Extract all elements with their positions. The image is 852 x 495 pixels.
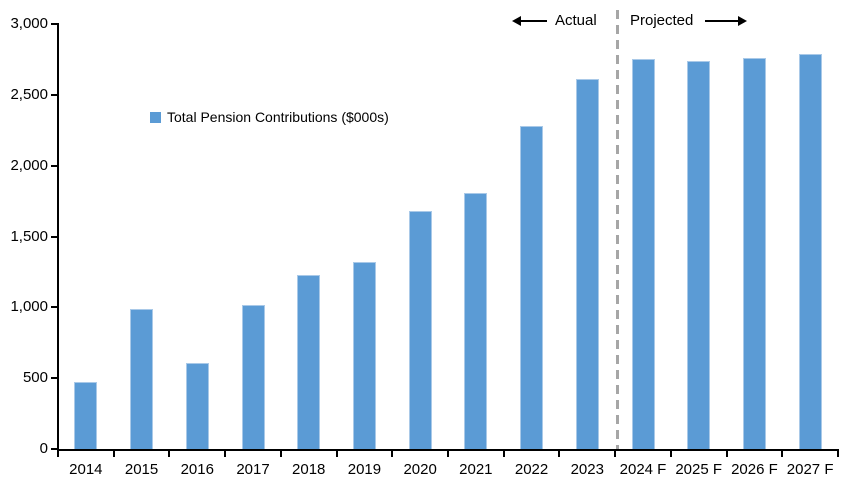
bar-2025 F — [687, 60, 711, 449]
legend: Total Pension Contributions ($000s) — [150, 108, 389, 126]
x-axis-label-2017: 2017 — [236, 461, 270, 478]
y-axis-tick — [51, 23, 57, 25]
bar-2017 — [241, 304, 265, 449]
y-axis-tick-label: 500 — [22, 369, 48, 387]
bar-2027 F — [798, 53, 822, 449]
x-axis-tick — [669, 451, 672, 457]
x-axis-label-2024-F: 2024 F — [619, 461, 667, 478]
x-axis-label-2016: 2016 — [180, 461, 214, 478]
x-axis-label-2018: 2018 — [292, 461, 326, 478]
bar-2026 F — [742, 58, 766, 449]
bar-2024 F — [631, 59, 655, 449]
legend-swatch-icon — [150, 111, 161, 123]
y-axis-tick — [51, 448, 57, 450]
x-axis-tick — [57, 451, 59, 457]
y-axis-tick-label: 1,500 — [10, 227, 48, 245]
x-axis-tick — [391, 451, 394, 457]
bar-2021 — [464, 192, 488, 449]
x-axis-tick — [447, 451, 449, 457]
projected-arrow-line — [705, 20, 738, 22]
actual-projected-divider — [616, 10, 620, 449]
y-axis-tick — [51, 164, 57, 167]
y-axis-tick — [51, 306, 57, 309]
x-axis-tick — [837, 451, 839, 457]
x-axis-label-2020: 2020 — [403, 461, 437, 478]
x-axis-tick — [168, 451, 171, 457]
actual-left-arrow-icon — [512, 16, 521, 26]
y-axis-tick — [51, 93, 57, 96]
x-axis-tick — [279, 451, 282, 457]
projected-right-arrow-icon — [738, 16, 747, 26]
y-axis-tick-label: 0 — [39, 440, 48, 457]
x-axis-tick — [335, 451, 338, 457]
y-axis-tick-label: 1,000 — [10, 298, 48, 316]
bar-2020 — [408, 211, 432, 449]
x-axis-label-2023: 2023 — [570, 461, 604, 478]
x-axis-label-2025-F: 2025 F — [675, 461, 723, 478]
x-axis-label-2014: 2014 — [69, 461, 103, 478]
bar-2016 — [185, 362, 209, 449]
x-axis-line — [57, 449, 839, 451]
x-axis-label-2019: 2019 — [347, 461, 382, 478]
x-axis-tick — [224, 451, 227, 457]
y-axis-tick-label: 3,000 — [10, 15, 48, 32]
x-axis-label-2022: 2022 — [514, 461, 549, 478]
y-axis-line — [57, 23, 59, 451]
bar-2015 — [130, 308, 154, 449]
x-axis-label-2015: 2015 — [124, 461, 159, 478]
legend-label: Total Pension Contributions ($000s) — [167, 109, 389, 125]
y-axis-tick — [51, 235, 57, 238]
bar-2014 — [74, 382, 98, 449]
x-axis-tick — [614, 451, 617, 457]
x-axis-tick — [781, 451, 784, 457]
x-axis-label-2026-F: 2026 F — [731, 461, 778, 478]
x-axis-tick — [725, 451, 728, 457]
actual-label: Actual — [555, 12, 597, 29]
x-axis-label-2027-F: 2027 F — [786, 461, 834, 478]
x-axis-tick — [558, 451, 561, 457]
x-axis-tick — [112, 451, 115, 457]
x-axis-label-2021: 2021 — [459, 461, 493, 478]
y-axis-tick-label: 2,500 — [10, 85, 48, 103]
y-axis-tick-label: 2,000 — [10, 156, 48, 174]
projected-label: Projected — [630, 12, 694, 29]
actual-arrow-line — [521, 20, 547, 22]
y-axis-tick — [51, 377, 57, 380]
bar-2018 — [297, 274, 321, 449]
bar-2019 — [352, 262, 376, 449]
x-axis-tick — [502, 451, 505, 457]
bar-2022 — [520, 126, 544, 449]
bar-2023 — [575, 79, 599, 449]
